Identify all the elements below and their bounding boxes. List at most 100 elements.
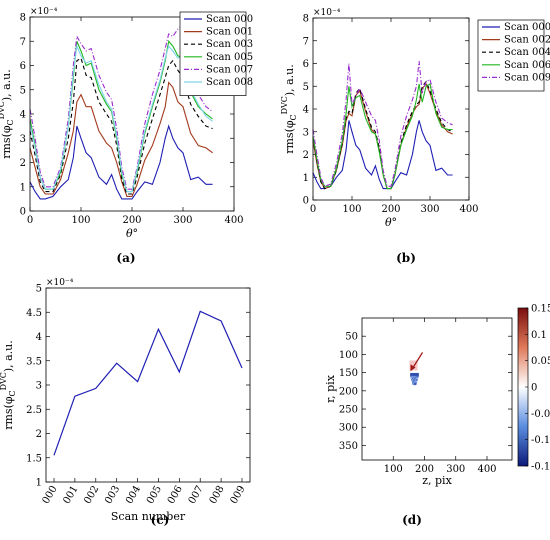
- chart-b: 0 100 200 300 400 0 1 2 3 4 5 6 7 8 ×10⁻⁴ θ° rms(φCDVC),…: [280, 8, 550, 229]
- chart-a: 0 100 200 300 400 0 1 2 3 4 5 6 7 8 ×10⁻⁴ θ° rms(φCDVC),…: [0, 7, 253, 240]
- y-tick-label: 3: [36, 381, 42, 392]
- y-multiplier: ×10⁻⁴: [313, 8, 341, 18]
- y-tick-label: 7: [20, 37, 26, 48]
- y-tick-label: 1: [36, 478, 42, 489]
- series-line-scan-009: [312, 61, 453, 187]
- y-tick-label: 2: [20, 158, 26, 169]
- series-line-scan-001: [29, 81, 213, 197]
- legend-box: [477, 19, 545, 92]
- x-tick-label: 300: [420, 204, 439, 215]
- y-tick-label: 1.5: [26, 453, 42, 464]
- colorbar-tick-label: 0.15: [531, 304, 550, 315]
- y-tick-label: 300: [339, 423, 358, 434]
- x-tick-label: 300: [173, 215, 192, 226]
- plot-frame: [312, 17, 470, 201]
- x-tick-label: 400: [224, 215, 243, 226]
- legend-entry-scan-004: Scan 004: [504, 47, 550, 58]
- heatmap-speckle: [415, 379, 418, 382]
- x-tick-label: 003: [103, 484, 122, 506]
- heatmap-speckle: [414, 382, 417, 385]
- series-line-scan-000: [312, 120, 453, 190]
- x-tick-label: 200: [381, 204, 400, 215]
- heatmap-positive-patch: [409, 360, 418, 371]
- x-tick-label: 400: [459, 204, 478, 215]
- y-tick-label: 200: [339, 386, 358, 397]
- x-tick-label: 006: [166, 484, 185, 506]
- y-tick-label: 7: [303, 36, 309, 47]
- y-tick-label: 6: [20, 61, 26, 72]
- heatmap-speckle: [416, 376, 419, 379]
- heatmap-speckle: [416, 375, 419, 378]
- colorbar-tick-label: -0.15: [531, 462, 550, 473]
- legend-entry-scan-000: Scan 000: [504, 22, 550, 33]
- x-tick-label: 005: [145, 484, 164, 506]
- legend-entry-scan-008: Scan 008: [206, 77, 253, 88]
- y-tick-label: 8: [20, 13, 26, 24]
- x-tick-label: 0: [310, 204, 316, 215]
- series-line-scan-006: [312, 83, 453, 190]
- x-tick-label: 100: [71, 215, 90, 226]
- colorbar-tick-label: 0.05: [531, 356, 550, 367]
- panel-label-b: (b): [396, 251, 416, 265]
- heatmap-speckle: [410, 375, 413, 378]
- heatmap-speckle: [415, 380, 418, 383]
- heatmap-speckle: [413, 375, 416, 378]
- y-axis-label: rms(φCDVC), a.u.: [0, 69, 15, 159]
- y-tick-label: 3.5: [26, 356, 42, 367]
- heatmap-speckle: [415, 377, 418, 380]
- x-axis-label: Scan number: [111, 510, 186, 523]
- x-tick-label: 400: [477, 464, 496, 475]
- legend-entry-scan-000: Scan 000: [206, 14, 253, 25]
- y-tick-label: 0: [20, 207, 26, 218]
- colorbar-tick-label: -0.05: [531, 409, 550, 420]
- legend-entry-scan-002: Scan 002: [504, 35, 550, 46]
- arrow-shaft: [411, 352, 424, 369]
- y-tick-label: 2.5: [26, 405, 42, 416]
- plot-frame: [45, 287, 251, 483]
- x-tick-label: 008: [208, 484, 227, 506]
- y-tick-label: 4: [20, 110, 26, 121]
- y-tick-label: 50: [345, 332, 358, 343]
- y-tick-label: 5: [303, 82, 309, 93]
- arrow-head: [410, 364, 416, 372]
- x-tick-label: 002: [82, 484, 101, 506]
- y-multiplier: ×10⁻⁴: [30, 7, 58, 17]
- y-tick-label: 3: [303, 127, 309, 138]
- x-tick-label: 300: [446, 464, 465, 475]
- series-line-scan-rms: [53, 310, 243, 456]
- heatmap-speckle: [414, 375, 417, 378]
- legend-entry-scan-001: Scan 001: [206, 27, 253, 38]
- legend-entry-scan-007: Scan 007: [206, 64, 253, 75]
- x-axis-label: z, pix: [422, 474, 452, 487]
- y-axis-label: rms(φCDVC), a.u.: [280, 64, 298, 154]
- series-line-scan-003: [29, 57, 213, 195]
- y-tick-label: 4: [303, 105, 309, 116]
- x-tick-label: 007: [187, 484, 206, 506]
- x-axis-label: θ°: [126, 227, 138, 240]
- chart-d: 100 200 300 400 50 100 150 200 250 300 350 z, pix r,…: [324, 304, 550, 488]
- heatmap-background: [362, 318, 512, 460]
- panel-label-d: (d): [402, 513, 422, 527]
- heatmap-speckle: [414, 381, 417, 384]
- y-tick-label: 1: [20, 182, 26, 193]
- heatmap-speckle: [411, 375, 414, 378]
- y-tick-label: 5: [36, 284, 42, 295]
- legend-entry-scan-005: Scan 005: [206, 52, 253, 63]
- x-tick-label: 0: [27, 215, 33, 226]
- x-tick-label: 100: [342, 204, 361, 215]
- y-multiplier: ×10⁻⁴: [46, 278, 74, 288]
- y-tick-label: 150: [339, 368, 358, 379]
- colorbar-tick-label: -0.1: [531, 435, 550, 446]
- y-tick-label: 3: [20, 134, 26, 145]
- y-axis-label: rms(φCDVC), a.u.: [0, 340, 17, 430]
- legend-entry-scan-003: Scan 003: [206, 39, 253, 50]
- series-line-scan-007: [29, 23, 213, 190]
- y-tick-label: 2: [303, 150, 309, 161]
- y-tick-label: 4: [36, 332, 42, 343]
- plot-frame: [29, 16, 235, 212]
- plot-frame: [361, 317, 513, 461]
- colorbar-tick-label: 0.1: [531, 330, 547, 341]
- y-tick-label: 1: [303, 173, 309, 184]
